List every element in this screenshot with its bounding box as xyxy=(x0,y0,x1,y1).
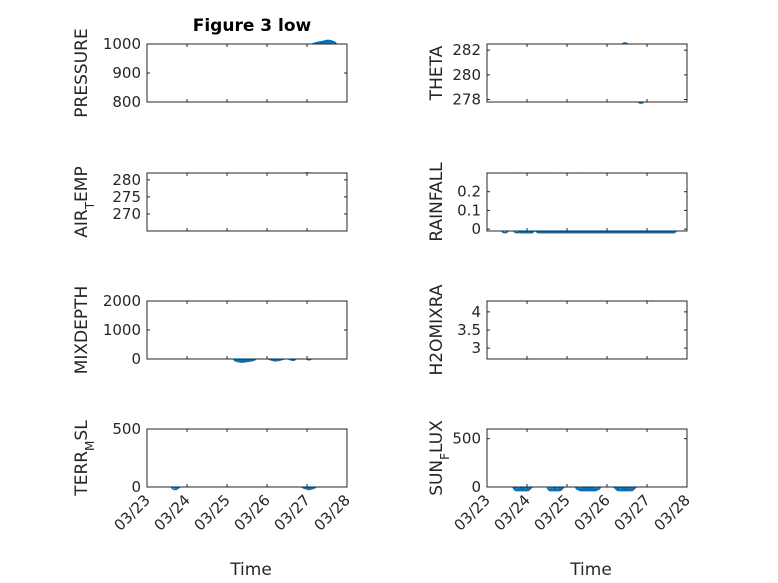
y-tick-label-500: 500 xyxy=(112,420,141,438)
y-tick-label-1000: 1000 xyxy=(103,321,141,339)
x-tick-label-5: 03/28 xyxy=(311,491,354,534)
axes-frame xyxy=(146,428,348,488)
subplot-2: 278 280 282 THETA xyxy=(427,41,688,109)
x-tick-label-2: 03/25 xyxy=(191,491,234,534)
y-axis-label: THETA xyxy=(427,45,447,101)
axes-frame xyxy=(146,43,348,103)
axes-frame xyxy=(486,300,688,360)
y-tick-label-278: 278 xyxy=(452,91,481,109)
subplot-8: 0 500SUNFLUX03/2303/2403/2503/2603/2703/2… xyxy=(427,420,694,580)
y-axis-label: MIXDEPTH xyxy=(72,286,92,375)
y-tick-label-0-2: 0.2 xyxy=(457,183,481,201)
y-tick-label-275: 275 xyxy=(112,188,141,206)
subplot-1: 800 900 1000 PRESSURE xyxy=(72,28,348,118)
y-axis-label: PRESSURE xyxy=(72,28,92,117)
y-tick-label-1000: 1000 xyxy=(103,35,141,53)
y-axis-label: SUNFLUX xyxy=(427,420,452,496)
y-axis-label: H2OMIXRA xyxy=(427,284,447,375)
subplot-4: 00.10.2 RAINFALL xyxy=(427,162,688,242)
y-axis-label: RAINFALL xyxy=(427,162,447,242)
y-tick-label-0: 0 xyxy=(131,478,141,496)
x-tick-label-4: 03/27 xyxy=(611,491,654,534)
x-axis-label: Time xyxy=(229,560,272,580)
y-tick-label-900: 900 xyxy=(112,64,141,82)
y-tick-label-280: 280 xyxy=(112,171,141,189)
y-tick-label-800: 800 xyxy=(112,93,141,111)
axes-frame xyxy=(146,300,348,360)
y-tick-label-280: 280 xyxy=(452,66,481,84)
y-tick-label-3-5: 3.5 xyxy=(457,321,481,339)
x-tick-label-2: 03/25 xyxy=(531,491,574,534)
y-axis-label: TERRMSL xyxy=(72,420,97,497)
subplot-7: 0 500 TERRMSL 03/2303/2403/2503/2603/2703/2… xyxy=(72,420,354,580)
x-tick-label-5: 03/28 xyxy=(651,491,694,534)
x-axis-label: Time xyxy=(569,560,612,580)
y-tick-label-0: 0 xyxy=(471,220,481,238)
x-tick-label-1: 03/24 xyxy=(151,491,194,534)
axes-frame xyxy=(486,43,688,103)
x-tick-label-0: 03/23 xyxy=(111,491,154,534)
y-tick-label-500: 500 xyxy=(452,430,481,448)
y-tick-label-0: 0 xyxy=(131,350,141,368)
x-tick-label-4: 03/27 xyxy=(271,491,314,534)
y-tick-label-0: 0 xyxy=(471,478,481,496)
y-tick-label-4: 4 xyxy=(471,303,481,321)
x-tick-label-3: 03/26 xyxy=(571,491,614,534)
axes-frame xyxy=(486,172,688,232)
y-tick-label-3: 3 xyxy=(471,339,481,357)
x-tick-label-1: 03/24 xyxy=(491,491,534,534)
subplot-5: 0 1000 2000 MIXDEPTH xyxy=(72,286,348,375)
figure-title: Figure 3 low xyxy=(193,16,312,36)
x-tick-label-0: 03/23 xyxy=(451,491,494,534)
axes-frame xyxy=(146,172,348,232)
y-tick-label-2000: 2000 xyxy=(103,292,141,310)
y-tick-label-0-1: 0.1 xyxy=(457,201,481,219)
axes-frame xyxy=(486,428,688,488)
subplot-6: 33.54 H2OMIXRA xyxy=(427,284,688,376)
y-axis-label: AIRTEMP xyxy=(72,166,97,237)
x-tick-label-3: 03/26 xyxy=(231,491,274,534)
y-tick-label-270: 270 xyxy=(112,205,141,223)
y-tick-label-282: 282 xyxy=(452,41,481,59)
